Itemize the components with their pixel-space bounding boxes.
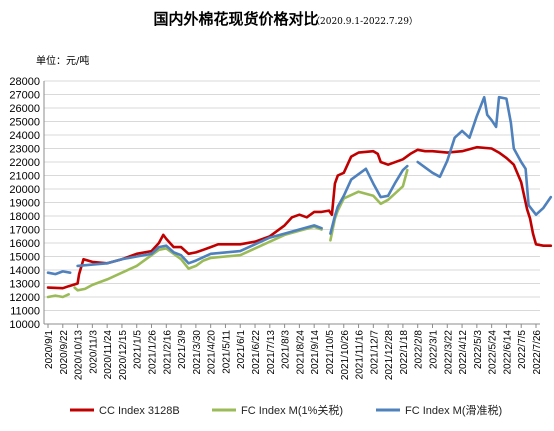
x-tick-label: 2021/2/16 (162, 330, 173, 375)
legend-label-1: CC Index 3128B (99, 405, 180, 417)
x-tick-label: 2022/6/14 (502, 330, 513, 375)
x-tick-label: 2021/12/28 (384, 330, 395, 380)
x-tick-label: 2021/8/24 (295, 330, 306, 375)
x-tick-label: 2021/10/26 (340, 330, 351, 380)
y-tick-label: 13000 (9, 279, 40, 291)
chart-subtitle: （2020.9.1-2022.7.29） (311, 16, 418, 27)
series-line-1 (46, 145, 553, 290)
x-tick-label: 2021/8/3 (281, 330, 292, 369)
x-tick-label: 2020/11/24 (103, 330, 114, 380)
x-tick-label: 2020/9/22 (59, 330, 70, 375)
y-tick-label: 25000 (9, 117, 40, 129)
x-tick-label: 2022/4/12 (458, 330, 469, 375)
legend: CC Index 3128B FC Index M(1%关税) FC Index M… (70, 403, 502, 417)
y-tick-label: 20000 (9, 184, 40, 196)
y-axis-unit-label: 单位：元/吨 (36, 54, 89, 67)
y-tick-label: 19000 (9, 198, 40, 210)
grid-lines (43, 80, 540, 325)
x-tick-label: 2021/1/5 (133, 330, 144, 369)
x-tick-label: 2020/9/1 (44, 330, 55, 369)
y-tick-label: 18000 (9, 211, 40, 223)
x-tick-label: 2020/12/15 (118, 330, 129, 380)
x-tick-label: 2022/3/22 (443, 330, 454, 375)
y-tick-label: 28000 (9, 76, 40, 88)
y-tick-label: 14000 (9, 265, 40, 277)
x-tick-label: 2022/7/5 (517, 330, 528, 369)
x-tick-label: 2020/11/3 (88, 330, 99, 374)
y-tick-label: 22000 (9, 157, 40, 169)
series-lines (46, 95, 553, 299)
y-tick-label: 27000 (9, 90, 40, 102)
y-tick-label: 24000 (9, 130, 40, 142)
x-tick-label: 2021/10/5 (325, 330, 336, 375)
x-tick-label: 2021/6/22 (251, 330, 262, 375)
y-tick-label: 16000 (9, 238, 40, 250)
y-tick-label: 21000 (9, 171, 40, 183)
x-tick-label: 2021/6/1 (236, 330, 247, 369)
x-tick-label: 2022/5/3 (473, 330, 484, 369)
x-tick-label: 2021/9/14 (310, 330, 321, 375)
x-tick-label: 2021/3/30 (192, 330, 203, 375)
y-tick-label: 26000 (9, 103, 40, 115)
chart-title: 国内外棉花现货价格对比 (153, 10, 318, 28)
x-tick-label: 2021/3/9 (177, 330, 188, 369)
y-tick-label: 12000 (9, 292, 40, 304)
x-axis-ticks: 2020/9/1 2020/9/22 2020/10/13 2020/11/3 2020… (44, 324, 543, 380)
y-tick-label: 17000 (9, 225, 40, 237)
x-tick-label: 2021/11/16 (355, 330, 366, 380)
x-tick-label: 2022/5/24 (488, 330, 499, 375)
series-line-3 (46, 95, 553, 276)
y-tick-label: 23000 (9, 144, 40, 156)
x-tick-label: 2021/4/20 (207, 330, 218, 375)
x-tick-label: 2021/7/13 (266, 330, 277, 375)
x-tick-label: 2021/12/7 (369, 330, 380, 375)
x-tick-label: 2021/1/26 (148, 330, 159, 375)
x-tick-label: 2022/3/1 (428, 330, 439, 369)
x-tick-label: 2022/1/18 (399, 330, 410, 375)
legend-label-2: FC Index M(1%关税) (241, 403, 343, 417)
x-tick-label: 2021/5/11 (221, 330, 232, 374)
legend-label-3: FC Index M(滑准税) (405, 403, 502, 417)
y-tick-label: 11000 (10, 306, 40, 318)
y-tick-label: 10000 (9, 319, 40, 331)
x-tick-label: 2020/10/13 (74, 330, 85, 380)
x-tick-label: 2022/7/26 (532, 330, 543, 375)
y-tick-label: 15000 (9, 252, 40, 264)
x-tick-label: 2022/2/8 (414, 330, 425, 369)
